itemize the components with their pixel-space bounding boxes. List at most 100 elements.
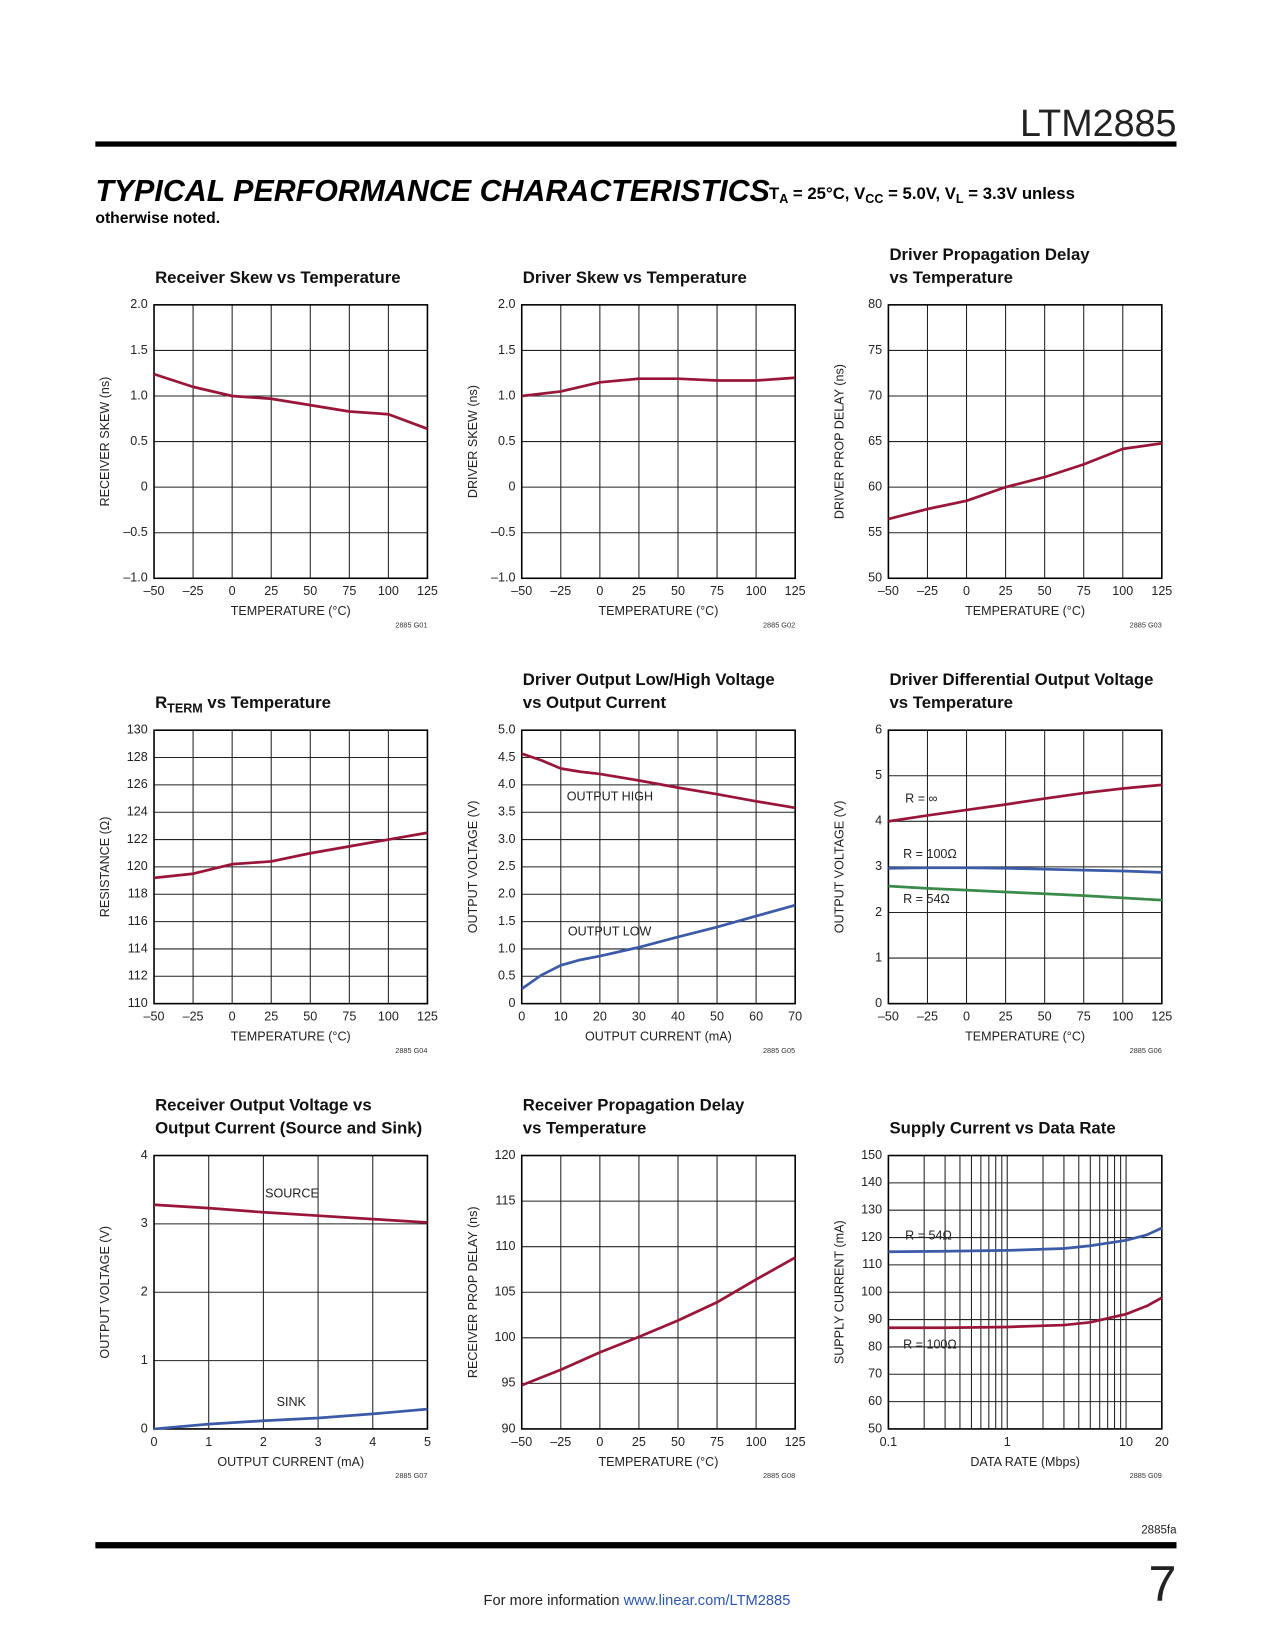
series-label: R = ∞ <box>905 792 937 806</box>
x-tick-label: 125 <box>417 584 438 598</box>
data-line <box>153 831 428 880</box>
text-run: Receiver Propagation Delay <box>523 1095 745 1114</box>
y-tick-label: 1.0 <box>498 941 515 955</box>
x-tick-label: 2 <box>260 1435 267 1449</box>
y-tick-label: 2.5 <box>498 859 515 873</box>
y-tick-label: 110 <box>862 1257 882 1271</box>
data-line <box>888 442 1163 521</box>
y-tick-label: 128 <box>127 750 148 764</box>
x-tick-label: 100 <box>1112 584 1133 598</box>
x-tick-label: 125 <box>1151 584 1172 598</box>
y-tick-label: 0 <box>141 479 148 493</box>
x-axis-label: TEMPERATURE (°C) <box>965 1029 1085 1043</box>
footer-rule <box>95 1542 1177 1549</box>
x-tick-label: 50 <box>303 1010 317 1024</box>
plot-frame <box>520 729 796 1005</box>
x-axis-label: TEMPERATURE (°C) <box>231 604 351 618</box>
text-run: Driver Propagation Delay <box>889 245 1090 264</box>
x-tick-label: 0 <box>518 1010 525 1024</box>
y-axis-label: OUTPUT VOLTAGE (V) <box>466 801 480 934</box>
figure-code: 2885 G03 <box>1130 621 1162 630</box>
x-tick-label: 50 <box>1038 1010 1052 1024</box>
part-number: LTM2885 <box>1020 102 1176 144</box>
x-tick-label: 60 <box>749 1010 763 1024</box>
x-tick-label: 0 <box>963 1010 970 1024</box>
x-tick-label: 75 <box>710 584 724 598</box>
x-tick-label: 75 <box>1077 1010 1091 1024</box>
x-tick-label: 75 <box>1077 584 1091 598</box>
plot-frame <box>887 1154 1163 1430</box>
x-axis-label: TEMPERATURE (°C) <box>598 1455 718 1469</box>
x-tick-label: 1 <box>205 1435 212 1449</box>
x-tick-label: 5 <box>424 1435 431 1449</box>
series-label: SOURCE <box>265 1187 319 1201</box>
y-tick-label: 1.0 <box>498 388 515 402</box>
y-tick-label: 1.0 <box>130 388 147 402</box>
x-tick-label: –50 <box>511 1435 532 1449</box>
x-tick-label: –25 <box>183 584 204 598</box>
plot-frame <box>153 729 429 1005</box>
figure-code: 2885 G02 <box>763 621 795 630</box>
series-label: R = 100Ω <box>903 1337 957 1351</box>
x-tick-label: 100 <box>378 1010 399 1024</box>
y-axis-label: OUTPUT VOLTAGE (V) <box>833 801 847 934</box>
y-tick-label: 60 <box>868 1394 882 1408</box>
y-tick-label: 0 <box>875 996 882 1010</box>
figure-code: 2885 G07 <box>395 1471 427 1480</box>
text-run: vs Output Current <box>523 693 667 712</box>
y-tick-label: 2 <box>141 1285 148 1299</box>
data-line <box>888 866 1162 874</box>
data-line <box>153 1203 428 1224</box>
chart-title: Supply Current vs Data Rate <box>889 1119 1115 1138</box>
text-run: Driver Skew vs Temperature <box>523 268 747 287</box>
x-tick-label: 0 <box>229 584 236 598</box>
series-label: R = 54Ω <box>905 1229 952 1243</box>
y-tick-label: 124 <box>127 805 148 819</box>
chart-title: Driver Propagation Delay <box>889 245 1090 264</box>
y-tick-label: 50 <box>868 1421 882 1435</box>
x-axis-label: TEMPERATURE (°C) <box>598 604 718 618</box>
y-tick-label: 3.5 <box>498 805 515 819</box>
x-tick-label: 0 <box>151 1435 158 1449</box>
y-tick-label: 118 <box>128 887 148 901</box>
plot-frame <box>520 1154 796 1430</box>
text-run: Receiver Skew vs Temperature <box>155 268 400 287</box>
y-tick-label: 110 <box>128 996 148 1010</box>
page-number: 7 <box>1149 1555 1177 1612</box>
figure-code: 2885 G09 <box>1130 1471 1162 1480</box>
info-text: For more information <box>484 1593 624 1609</box>
y-tick-label: 115 <box>495 1193 515 1207</box>
text-run: T <box>769 184 780 203</box>
plot-frame <box>887 304 1163 580</box>
y-tick-label: 65 <box>868 434 882 448</box>
y-axis-label: RESISTANCE (Ω) <box>98 817 112 918</box>
series-label: R = 100Ω <box>903 847 957 861</box>
figure-code: 2885 G01 <box>395 621 427 630</box>
y-tick-label: 50 <box>868 571 882 585</box>
y-tick-label: 70 <box>868 388 882 402</box>
plot-frame <box>153 1154 429 1430</box>
footer-info: For more information www.linear.com/LTM2… <box>484 1593 791 1609</box>
y-tick-label: 80 <box>868 1339 882 1353</box>
y-tick-label: 75 <box>868 343 882 357</box>
conditions: TA = 25°C, VCC = 5.0V, VL = 3.3V unless <box>769 184 1075 206</box>
info-link[interactable]: www.linear.com/LTM2885 <box>623 1593 791 1609</box>
y-tick-label: 112 <box>128 969 148 983</box>
data-line <box>521 1256 796 1387</box>
y-tick-label: 1 <box>141 1353 148 1367</box>
x-tick-label: 75 <box>710 1435 724 1449</box>
y-tick-label: 110 <box>495 1239 515 1253</box>
y-tick-label: 0.5 <box>498 434 515 448</box>
x-tick-label: 0.1 <box>880 1435 897 1449</box>
x-tick-label: 10 <box>554 1010 568 1024</box>
y-tick-label: 2.0 <box>498 887 515 901</box>
x-tick-label: 0 <box>596 584 603 598</box>
y-tick-label: 70 <box>868 1367 882 1381</box>
x-tick-label: 20 <box>593 1010 607 1024</box>
y-tick-label: 5.0 <box>498 723 515 737</box>
y-tick-label: 2 <box>875 905 882 919</box>
y-tick-label: 0 <box>508 479 515 493</box>
y-axis-label: RECEIVER SKEW (ns) <box>98 377 112 507</box>
x-tick-label: 125 <box>417 1010 438 1024</box>
x-tick-label: 10 <box>1119 1435 1133 1449</box>
